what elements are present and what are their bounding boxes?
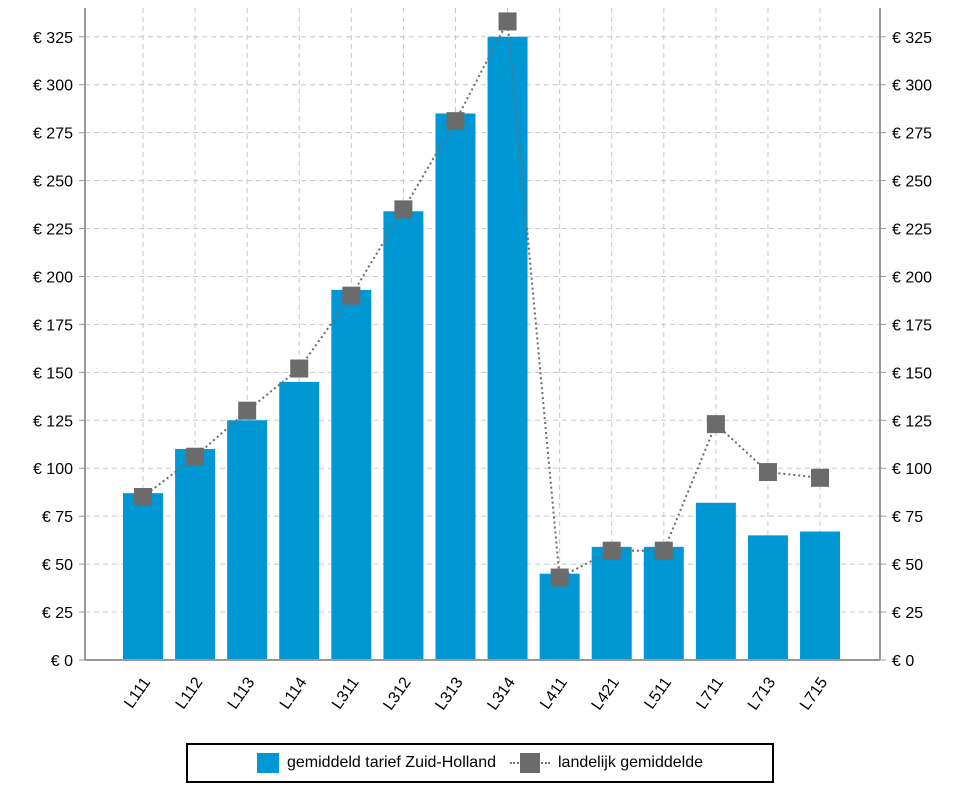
y-tick-label-left: € 250	[33, 174, 73, 191]
line-marker-L713	[758, 463, 777, 482]
x-tick-label: L312	[380, 674, 414, 713]
y-tick-label-left: € 300	[33, 78, 73, 95]
x-tick-label: L112	[173, 674, 207, 712]
y-tick-label-right: € 175	[892, 317, 932, 334]
line-marker-L111	[134, 488, 152, 506]
y-tick-label-left: € 0	[51, 653, 73, 670]
y-tick-label-right: € 25	[892, 605, 923, 622]
bar-L312	[383, 211, 424, 661]
y-tick-label-right: € 300	[892, 78, 932, 95]
bar-L411	[539, 573, 580, 660]
y-tick-label-left: € 275	[33, 126, 73, 143]
y-tick-label-right: € 200	[892, 269, 932, 286]
x-tick-label: L113	[225, 674, 259, 712]
bar-L711	[695, 502, 736, 660]
x-tick-label: L715	[797, 674, 831, 713]
y-tick-label-left: € 150	[33, 365, 73, 382]
line-marker-L411	[550, 568, 569, 587]
y-tick-label-right: € 100	[892, 461, 932, 478]
line-marker-L114	[290, 359, 309, 378]
y-tick-label-left: € 25	[42, 605, 73, 622]
y-tick-label-left: € 175	[33, 317, 73, 334]
legend-label-line: landelijk gemiddelde	[558, 754, 703, 771]
line-marker-L311	[342, 286, 361, 305]
legend-swatch-line	[510, 752, 550, 774]
y-tick-label-left: € 325	[33, 30, 73, 47]
x-tick-label: L711	[693, 674, 727, 712]
bar-L112	[175, 449, 216, 660]
bar-L715	[800, 531, 841, 660]
y-tick-label-right: € 75	[892, 509, 923, 526]
y-tick-label-right: € 50	[892, 557, 923, 574]
y-tick-label-right: € 275	[892, 126, 932, 143]
x-tick-label: L421	[589, 674, 623, 713]
line-marker-L511	[654, 541, 673, 560]
y-tick-label-left: € 50	[42, 557, 73, 574]
y-tick-label-left: € 100	[33, 461, 73, 478]
y-tick-label-left: € 75	[42, 509, 73, 526]
bar-L311	[331, 289, 372, 660]
bar-L421	[591, 546, 632, 660]
line-marker-L314	[498, 12, 517, 31]
bar-L113	[227, 420, 268, 660]
x-tick-label: L411	[537, 674, 571, 712]
line-marker-L113	[238, 401, 257, 420]
legend-item-bar: gemiddeld tarief Zuid-Holland	[257, 753, 496, 773]
x-tick-label: L713	[745, 674, 779, 713]
bar-L314	[487, 36, 528, 660]
bar-L511	[643, 546, 684, 660]
y-tick-label-left: € 200	[33, 269, 73, 286]
x-tick-label: L311	[329, 674, 363, 712]
line-marker-L421	[602, 541, 621, 560]
legend-item-line: landelijk gemiddelde	[510, 752, 703, 774]
line-marker-L313	[446, 112, 465, 131]
line-marker-L112	[186, 447, 205, 466]
x-tick-label: L111	[121, 674, 154, 711]
line-marker-L312	[394, 200, 413, 219]
y-tick-label-right: € 225	[892, 222, 932, 239]
legend: gemiddeld tarief Zuid-Holland landelijk …	[186, 743, 774, 783]
bar-L313	[435, 113, 476, 661]
x-tick-label: L314	[484, 674, 518, 713]
x-tick-label: L511	[641, 674, 675, 712]
y-tick-label-right: € 325	[892, 30, 932, 47]
y-tick-label-left: € 225	[33, 222, 73, 239]
x-tick-label: L313	[432, 674, 466, 713]
legend-swatch-bar	[257, 753, 279, 773]
y-tick-label-right: € 0	[892, 653, 914, 670]
y-tick-label-right: € 250	[892, 174, 932, 191]
y-tick-label-right: € 125	[892, 413, 932, 430]
bar-L114	[279, 381, 320, 660]
x-tick-label: L114	[277, 674, 311, 712]
y-tick-label-right: € 150	[892, 365, 932, 382]
line-marker-L715	[811, 468, 830, 487]
y-tick-label-left: € 125	[33, 413, 73, 430]
bar-L111	[123, 493, 163, 660]
line-marker-L711	[706, 415, 725, 434]
bar-L713	[747, 535, 788, 660]
legend-label-bar: gemiddeld tarief Zuid-Holland	[287, 754, 496, 771]
